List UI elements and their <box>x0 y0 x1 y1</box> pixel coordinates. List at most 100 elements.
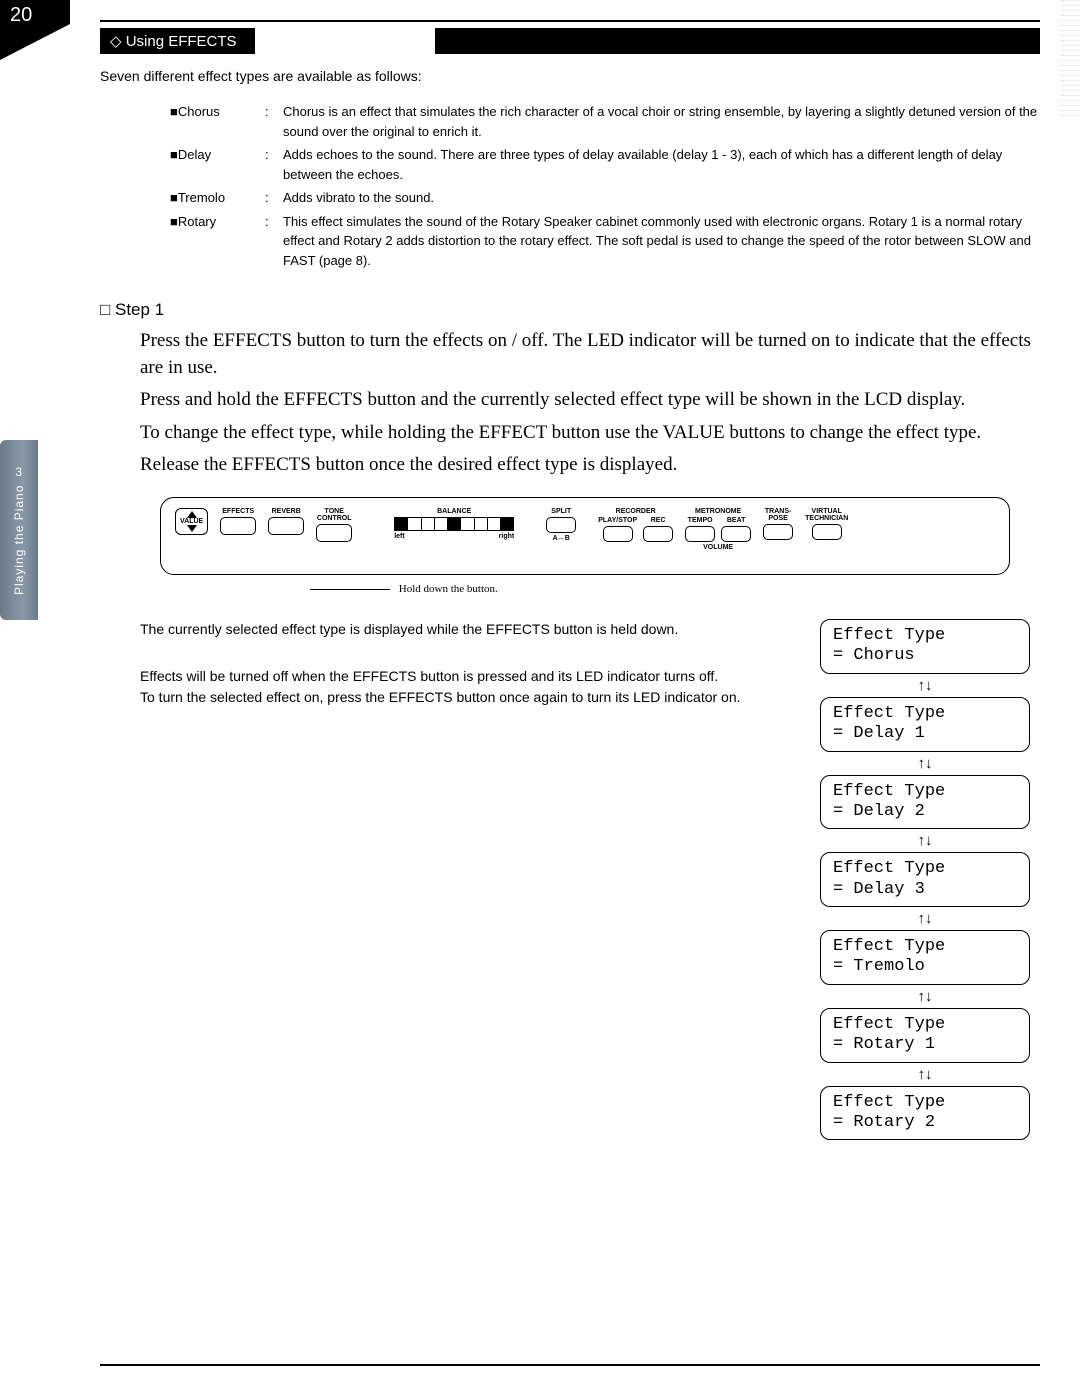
reverb-button-icon <box>268 517 304 535</box>
step-paragraph: To change the effect type, while holding… <box>140 420 1040 447</box>
definition-colon: : <box>265 212 283 271</box>
balance-right-label: right <box>499 533 515 540</box>
balance-left-label: left <box>394 533 405 540</box>
lcd-line2: = Delay 2 <box>833 802 1017 822</box>
vt-button-group: VIRTUAL TECHNICIAN <box>805 508 848 540</box>
hold-down-text: Hold down the button. <box>399 583 498 595</box>
lower-paragraph: Effects will be turned off when the EFFE… <box>140 666 780 708</box>
value-down-icon <box>187 525 197 532</box>
definition-term: ■Delay <box>170 145 265 184</box>
lower-paragraph: The currently selected effect type is di… <box>140 619 780 640</box>
control-panel-illustration: VALUE EFFECTS REVERB TONE CONTROL BALANC… <box>160 497 1010 575</box>
definition-text: Adds vibrato to the sound. <box>283 188 1040 208</box>
step-paragraph: Press the EFFECTS button to turn the eff… <box>140 328 1040 381</box>
split-button-icon <box>546 517 576 533</box>
definition-colon: : <box>265 145 283 184</box>
effect-definitions: ■Chorus : Chorus is an effect that simul… <box>170 102 1040 270</box>
lcd-line1: Effect Type <box>833 704 1017 724</box>
lcd-screen: Effect Type = Tremolo <box>820 930 1030 985</box>
lcd-line2: = Delay 1 <box>833 724 1017 744</box>
vt-button-icon <box>812 524 842 540</box>
tone-button-group: TONE CONTROL <box>316 508 352 542</box>
value-up-icon <box>187 511 197 518</box>
value-label: VALUE <box>180 518 203 525</box>
rec-button-icon <box>643 526 673 542</box>
lcd-line2: = Rotary 2 <box>833 1113 1017 1133</box>
definition-term: ■Tremolo <box>170 188 265 208</box>
page-content: ◇ Using EFFECTS Seven different effect t… <box>100 20 1040 1140</box>
step-paragraph: Press and hold the EFFECTS button and th… <box>140 387 1040 414</box>
up-down-arrow-icon: ↑↓ <box>918 678 933 693</box>
definition-colon: : <box>265 188 283 208</box>
recorder-label: RECORDER <box>616 508 656 515</box>
split-label: SPLIT <box>551 508 571 515</box>
section-heading-bar: ◇ Using EFFECTS <box>100 28 1040 54</box>
up-down-arrow-icon: ↑↓ <box>918 989 933 1004</box>
up-down-arrow-icon: ↑↓ <box>918 833 933 848</box>
effects-label: EFFECTS <box>222 508 254 515</box>
lcd-line1: Effect Type <box>833 782 1017 802</box>
step-paragraph: Release the EFFECTS button once the desi… <box>140 452 1040 479</box>
definition-row: ■Delay : Adds echoes to the sound. There… <box>170 145 1040 184</box>
scan-artifact <box>1060 0 1080 120</box>
value-buttons: VALUE <box>175 508 208 535</box>
beat-button-icon <box>721 526 751 542</box>
rec-label: REC <box>651 517 666 524</box>
step-heading: □ Step 1 <box>100 300 1040 320</box>
transpose-button-icon <box>763 524 793 540</box>
balance-bar-icon <box>394 517 514 531</box>
vt-label: VIRTUAL TECHNICIAN <box>805 508 848 522</box>
reverb-button-group: REVERB <box>268 508 304 535</box>
definition-row: ■Chorus : Chorus is an effect that simul… <box>170 102 1040 141</box>
section-title-fill <box>435 28 1040 54</box>
lcd-line1: Effect Type <box>833 1093 1017 1113</box>
effects-button-group: EFFECTS <box>220 508 256 535</box>
balance-label: BALANCE <box>437 508 471 515</box>
definition-row: ■Tremolo : Adds vibrato to the sound. <box>170 188 1040 208</box>
lcd-line2: = Rotary 1 <box>833 1035 1017 1055</box>
metronome-group: METRONOME TEMPO BEAT VOLUME <box>685 508 751 551</box>
definition-text: This effect simulates the sound of the R… <box>283 212 1040 271</box>
lcd-sequence: Effect Type = Chorus ↑↓ Effect Type = De… <box>810 619 1040 1140</box>
rule-bottom <box>100 1364 1040 1366</box>
lcd-line2: = Chorus <box>833 646 1017 666</box>
definition-term: ■Rotary <box>170 212 265 271</box>
hold-down-note: Hold down the button. <box>310 583 1040 595</box>
transpose-label: TRANS- POSE <box>765 508 791 522</box>
definition-term: ■Chorus <box>170 102 265 141</box>
lcd-screen: Effect Type = Delay 3 <box>820 852 1030 907</box>
up-down-arrow-icon: ↑↓ <box>918 911 933 926</box>
intro-text: Seven different effect types are availab… <box>100 68 1040 84</box>
step-body: Press the EFFECTS button to turn the eff… <box>140 328 1040 479</box>
lcd-line1: Effect Type <box>833 1015 1017 1035</box>
definition-text: Adds echoes to the sound. There are thre… <box>283 145 1040 184</box>
beat-label: BEAT <box>727 517 746 524</box>
ab-label: A↔B <box>553 535 570 542</box>
balance-group: BALANCE left right <box>394 508 514 540</box>
page-number: 20 <box>10 4 32 26</box>
lcd-screen: Effect Type = Delay 2 <box>820 775 1030 830</box>
recorder-group: RECORDER PLAY/STOP REC <box>598 508 673 542</box>
volume-label: VOLUME <box>703 544 733 551</box>
side-tab-label: Playing the Piano <box>12 485 26 595</box>
chapter-side-tab: Playing the Piano 3 <box>0 440 38 620</box>
playstop-label: PLAY/STOP <box>598 517 637 524</box>
section-title: ◇ Using EFFECTS <box>100 28 255 54</box>
playstop-button-icon <box>603 526 633 542</box>
tempo-button-icon <box>685 526 715 542</box>
lcd-line1: Effect Type <box>833 937 1017 957</box>
hold-line-icon <box>310 589 390 590</box>
definition-row: ■Rotary : This effect simulates the soun… <box>170 212 1040 271</box>
lcd-screen: Effect Type = Rotary 2 <box>820 1086 1030 1141</box>
metronome-label: METRONOME <box>695 508 741 515</box>
lcd-line1: Effect Type <box>833 859 1017 879</box>
page-number-tab: 20 <box>0 0 70 60</box>
up-down-arrow-icon: ↑↓ <box>918 1067 933 1082</box>
tempo-label: TEMPO <box>688 517 713 524</box>
effects-button-icon <box>220 517 256 535</box>
lcd-line1: Effect Type <box>833 626 1017 646</box>
transpose-button-group: TRANS- POSE <box>763 508 793 540</box>
lcd-line2: = Delay 3 <box>833 880 1017 900</box>
rule-top <box>100 20 1040 22</box>
definition-colon: : <box>265 102 283 141</box>
